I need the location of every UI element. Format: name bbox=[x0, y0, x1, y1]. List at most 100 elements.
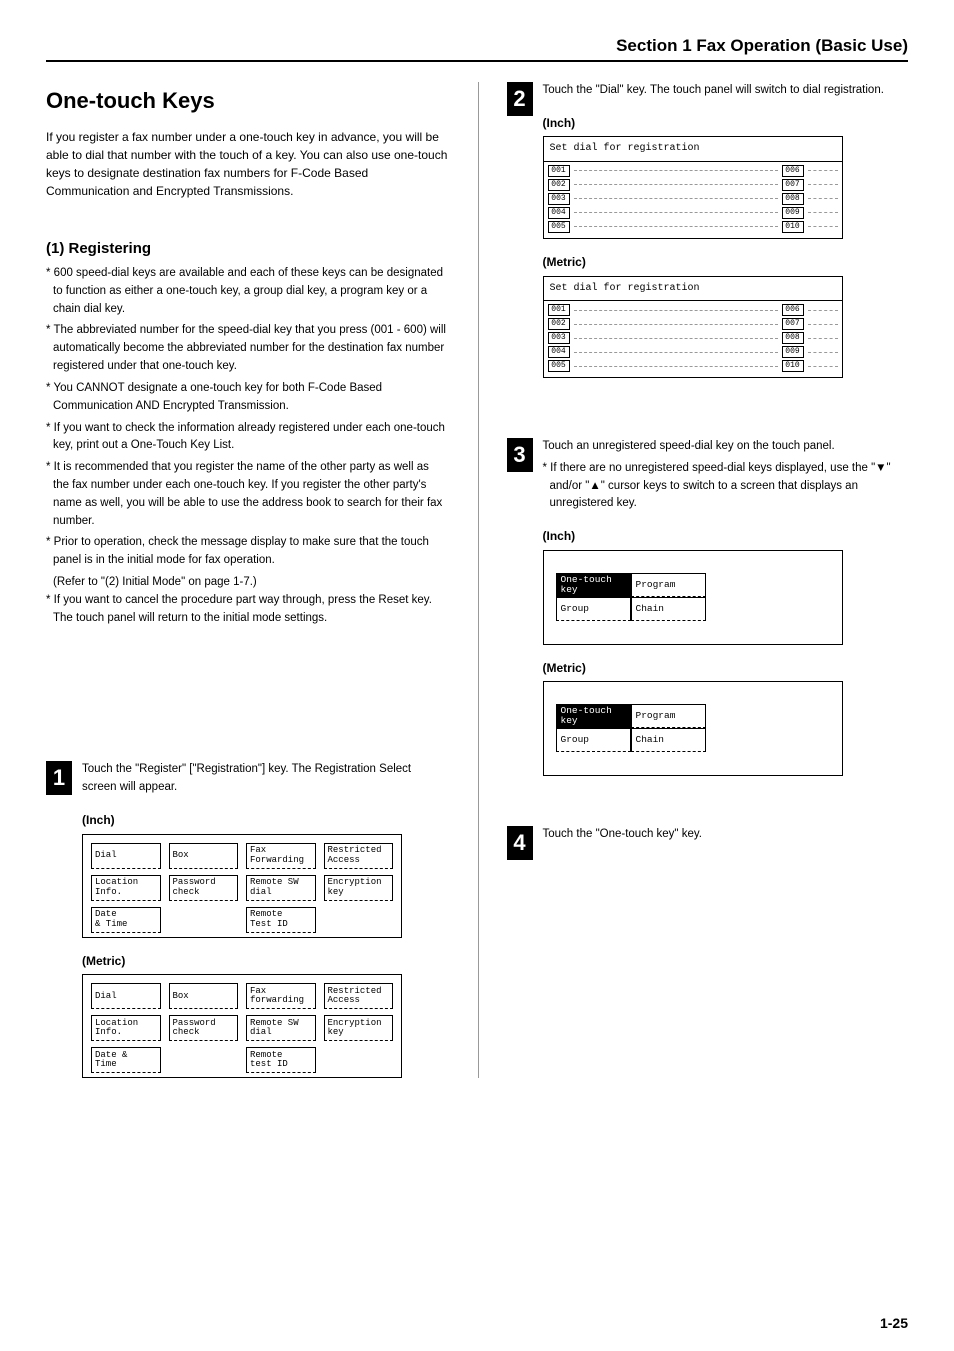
speed-dial-key[interactable]: 003 bbox=[548, 332, 570, 344]
registration-button[interactable]: Restricted Access bbox=[324, 983, 394, 1009]
notes-list: 600 speed-dial keys are available and ea… bbox=[46, 265, 448, 570]
note-reference: (Refer to "(2) Initial Mode" on page 1-7… bbox=[46, 574, 448, 592]
keytype-button[interactable]: Group bbox=[556, 728, 631, 752]
speed-dial-key[interactable]: 006 bbox=[782, 304, 804, 316]
registration-button[interactable]: Encryption key bbox=[324, 875, 394, 901]
registration-button[interactable]: Remote Test ID bbox=[246, 907, 316, 933]
section-header: Section 1 Fax Operation (Basic Use) bbox=[46, 36, 908, 62]
page-number: 1-25 bbox=[880, 1315, 908, 1331]
speed-dial-key[interactable]: 003 bbox=[548, 193, 570, 205]
keytype-panel-inch: One-touch keyProgramGroupChain bbox=[543, 550, 843, 645]
page-title: One-touch Keys bbox=[46, 88, 448, 114]
step-sublist: If there are no unregistered speed-dial … bbox=[543, 460, 909, 513]
registration-button[interactable]: Location Info. bbox=[91, 875, 161, 901]
note-item: If you want to cancel the procedure part… bbox=[46, 592, 448, 628]
panel-label-inch: (Inch) bbox=[543, 114, 909, 133]
speed-dial-key[interactable]: 007 bbox=[782, 179, 804, 191]
step-2: 2 Touch the "Dial" key. The touch panel … bbox=[507, 82, 909, 378]
speed-dial-key[interactable]: 002 bbox=[548, 179, 570, 191]
step-text: Touch the "Register" ["Registration"] ke… bbox=[82, 761, 448, 797]
panel-label-metric: (Metric) bbox=[543, 253, 909, 272]
speed-dial-key[interactable]: 009 bbox=[782, 346, 804, 358]
speed-dial-key[interactable]: 001 bbox=[548, 165, 570, 177]
step-text: Touch an unregistered speed-dial key on … bbox=[543, 438, 909, 456]
registration-button[interactable]: Password check bbox=[169, 1015, 239, 1041]
intro-paragraph: If you register a fax number under a one… bbox=[46, 128, 448, 200]
dial-row: 002 007 bbox=[548, 178, 838, 192]
registration-button[interactable]: Box bbox=[169, 843, 239, 869]
speed-dial-key[interactable]: 004 bbox=[548, 346, 570, 358]
step-number: 4 bbox=[507, 826, 533, 860]
dial-row: 002 007 bbox=[548, 317, 838, 331]
speed-dial-key[interactable]: 002 bbox=[548, 318, 570, 330]
keytype-button[interactable]: Group bbox=[556, 597, 631, 621]
registration-button[interactable]: Fax forwarding bbox=[246, 983, 316, 1009]
keytype-button[interactable]: Chain bbox=[631, 597, 706, 621]
speed-dial-key[interactable]: 010 bbox=[782, 221, 804, 233]
step-text: Touch the "One-touch key" key. bbox=[543, 826, 909, 844]
registration-button[interactable]: Remote test ID bbox=[246, 1047, 316, 1073]
dial-row: 004 009 bbox=[548, 206, 838, 220]
dial-panel-inch: Set dial for registration 00100600200700… bbox=[543, 136, 843, 239]
registration-button[interactable]: Restricted Access bbox=[324, 843, 394, 869]
speed-dial-key[interactable]: 001 bbox=[548, 304, 570, 316]
speed-dial-key[interactable]: 010 bbox=[782, 360, 804, 372]
step-sublist-item: If there are no unregistered speed-dial … bbox=[543, 460, 909, 513]
speed-dial-key[interactable]: 007 bbox=[782, 318, 804, 330]
speed-dial-key[interactable]: 008 bbox=[782, 332, 804, 344]
note-item: It is recommended that you register the … bbox=[46, 459, 448, 530]
panel-label-inch: (Inch) bbox=[82, 811, 448, 830]
right-column: 2 Touch the "Dial" key. The touch panel … bbox=[478, 82, 909, 1078]
keytype-button[interactable]: Program bbox=[631, 573, 706, 597]
note-item: You CANNOT designate a one-touch key for… bbox=[46, 380, 448, 416]
dial-row: 001 006 bbox=[548, 303, 838, 317]
registration-button[interactable]: Remote SW dial bbox=[246, 1015, 316, 1041]
dial-panel-title: Set dial for registration bbox=[544, 277, 842, 302]
speed-dial-key[interactable]: 005 bbox=[548, 360, 570, 372]
step-3: 3 Touch an unregistered speed-dial key o… bbox=[507, 438, 909, 776]
registration-button[interactable]: Date & Time bbox=[91, 907, 161, 933]
dial-row: 001 006 bbox=[548, 164, 838, 178]
registration-button[interactable]: Dial bbox=[91, 843, 161, 869]
registration-button[interactable]: Date & Time bbox=[91, 1047, 161, 1073]
note-item: If you want to check the information alr… bbox=[46, 420, 448, 456]
speed-dial-key[interactable]: 008 bbox=[782, 193, 804, 205]
step-1: 1 Touch the "Register" ["Registration"] … bbox=[46, 761, 448, 1078]
note-item: The abbreviated number for the speed-dia… bbox=[46, 322, 448, 375]
step-number: 1 bbox=[46, 761, 72, 795]
speed-dial-key[interactable]: 005 bbox=[548, 221, 570, 233]
dial-row: 003 008 bbox=[548, 331, 838, 345]
notes-list-tail: If you want to cancel the procedure part… bbox=[46, 592, 448, 628]
dial-row: 005 010 bbox=[548, 359, 838, 373]
step-number: 3 bbox=[507, 438, 533, 472]
registration-panel-inch: Dial Box Fax Forwarding Restricted Access Lo… bbox=[82, 834, 402, 938]
panel-label-metric: (Metric) bbox=[82, 952, 448, 971]
registration-button[interactable]: Encryption key bbox=[324, 1015, 394, 1041]
note-item: Prior to operation, check the message di… bbox=[46, 534, 448, 570]
speed-dial-key[interactable]: 004 bbox=[548, 207, 570, 219]
dial-row: 003 008 bbox=[548, 192, 838, 206]
registration-button[interactable]: Password check bbox=[169, 875, 239, 901]
step-text: Touch the "Dial" key. The touch panel wi… bbox=[543, 82, 909, 100]
keytype-button[interactable]: Program bbox=[631, 704, 706, 728]
step-number: 2 bbox=[507, 82, 533, 116]
keytype-button[interactable]: One-touch key bbox=[556, 704, 631, 728]
keytype-button[interactable]: One-touch key bbox=[556, 573, 631, 597]
dial-panel-title: Set dial for registration bbox=[544, 137, 842, 162]
sub-heading: (1) Registering bbox=[46, 240, 448, 257]
keytype-button[interactable]: Chain bbox=[631, 728, 706, 752]
dial-row: 004 009 bbox=[548, 345, 838, 359]
registration-button[interactable]: Remote SW dial bbox=[246, 875, 316, 901]
dial-row: 005 010 bbox=[548, 220, 838, 234]
dial-panel-metric: Set dial for registration 00100600200700… bbox=[543, 276, 843, 379]
registration-button[interactable]: Box bbox=[169, 983, 239, 1009]
keytype-panel-metric: One-touch keyProgramGroupChain bbox=[543, 681, 843, 776]
panel-label-inch: (Inch) bbox=[543, 527, 909, 546]
speed-dial-key[interactable]: 009 bbox=[782, 207, 804, 219]
step-4: 4 Touch the "One-touch key" key. bbox=[507, 826, 909, 860]
registration-button[interactable]: Dial bbox=[91, 983, 161, 1009]
registration-button[interactable]: Fax Forwarding bbox=[246, 843, 316, 869]
registration-button[interactable]: Location Info. bbox=[91, 1015, 161, 1041]
speed-dial-key[interactable]: 006 bbox=[782, 165, 804, 177]
note-item: 600 speed-dial keys are available and ea… bbox=[46, 265, 448, 318]
